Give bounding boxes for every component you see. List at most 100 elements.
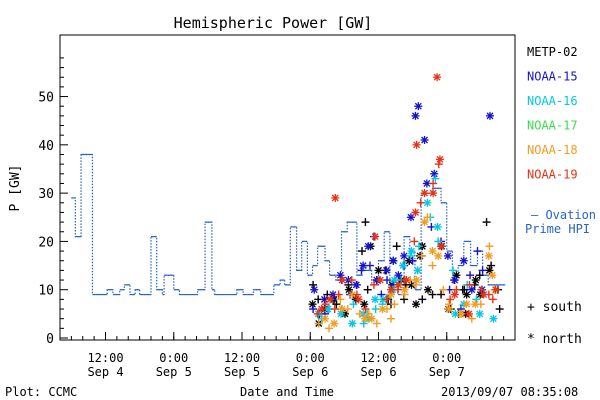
star-d2 bbox=[437, 242, 445, 250]
plot-frame bbox=[59, 34, 516, 341]
x-tick-date: Sep 5 bbox=[224, 365, 260, 379]
star-d2 bbox=[433, 73, 441, 81]
noaa-15-south-point bbox=[466, 271, 475, 280]
metp-02-north-point bbox=[423, 285, 432, 294]
noaa-19-south-point bbox=[369, 280, 378, 289]
metp-02-south-point bbox=[482, 218, 491, 227]
star-d2 bbox=[345, 286, 353, 294]
star-d2 bbox=[436, 155, 444, 163]
star-d2 bbox=[337, 310, 345, 318]
star-d2 bbox=[399, 262, 407, 270]
star-d2 bbox=[489, 315, 497, 323]
noaa-16-south-point bbox=[406, 251, 415, 260]
legend-entry: NOAA-17 bbox=[527, 119, 578, 133]
noaa-19-south-point bbox=[465, 280, 474, 289]
noaa-16-north-point bbox=[433, 222, 442, 231]
metp-02-north-point bbox=[462, 290, 471, 299]
star-d2 bbox=[329, 291, 337, 298]
star-d2 bbox=[429, 247, 436, 255]
legend-entry: NOAA-19 bbox=[527, 168, 578, 182]
noaa-19-north-point bbox=[437, 242, 446, 251]
ovation-label-line2: Prime HPI bbox=[525, 222, 590, 236]
star-d2 bbox=[389, 257, 397, 265]
noaa-18-north-point bbox=[484, 251, 493, 260]
noaa-19-south-point bbox=[330, 305, 339, 314]
metp-02-south-point bbox=[358, 247, 367, 256]
star-d2 bbox=[480, 291, 488, 298]
noaa-19-south-point bbox=[361, 305, 370, 314]
noaa-16-north-point bbox=[413, 266, 422, 275]
star-d2 bbox=[430, 170, 438, 178]
metp-02-south-point bbox=[437, 290, 446, 299]
star-d2 bbox=[318, 305, 326, 313]
star-d2 bbox=[348, 291, 356, 298]
star-d2 bbox=[326, 295, 334, 303]
noaa-15-north-point bbox=[420, 136, 429, 145]
star-d2 bbox=[368, 315, 376, 323]
star-d2 bbox=[429, 189, 437, 197]
star-d2 bbox=[457, 310, 465, 318]
noaa-15-north-point bbox=[359, 261, 368, 270]
footer-left: Plot: CCMC bbox=[5, 385, 77, 399]
noaa-15-north-point bbox=[389, 256, 398, 265]
y-tick-label: 20 bbox=[38, 235, 54, 250]
star-d2 bbox=[412, 300, 420, 308]
noaa-19-north-point bbox=[420, 189, 429, 198]
x-axis-label: Date and Time bbox=[240, 385, 334, 399]
noaa-15-south-point bbox=[408, 256, 417, 265]
star-d2 bbox=[434, 252, 442, 260]
noaa-18-south-point bbox=[336, 295, 345, 304]
noaa-15-north-point bbox=[485, 111, 494, 120]
star-d2 bbox=[309, 300, 316, 308]
noaa-18-north-point bbox=[471, 300, 480, 309]
noaa-15-north-point bbox=[459, 256, 468, 265]
star-d2 bbox=[408, 247, 415, 255]
star-d2 bbox=[486, 112, 494, 120]
star-d2 bbox=[468, 286, 476, 294]
star-d2 bbox=[451, 291, 459, 298]
metp-02-north-point bbox=[412, 300, 421, 309]
star-d2 bbox=[371, 233, 379, 241]
noaa-19-south-point bbox=[416, 198, 425, 207]
star-d2 bbox=[434, 223, 442, 231]
star-d2 bbox=[321, 315, 329, 323]
legend-entry: NOAA-15 bbox=[527, 70, 578, 84]
x-tick-time: 0:00 bbox=[296, 351, 325, 365]
noaa-19-south-point bbox=[429, 179, 438, 188]
plot-area bbox=[71, 73, 506, 333]
noaa-19-north-point bbox=[394, 280, 403, 289]
x-tick-time: 12:00 bbox=[224, 351, 260, 365]
star-d2 bbox=[451, 276, 459, 284]
noaa-19-north-point bbox=[338, 276, 347, 285]
noaa-15-south-point bbox=[383, 276, 392, 285]
star-d2 bbox=[364, 242, 372, 250]
x-tick-time: 12:00 bbox=[360, 351, 396, 365]
noaa-19-south-point bbox=[434, 160, 443, 169]
star-d2 bbox=[400, 252, 408, 260]
metp-02-south-point bbox=[361, 218, 370, 227]
noaa-19-south-point bbox=[347, 276, 356, 285]
noaa-18-north-point bbox=[330, 319, 339, 328]
star-d2 bbox=[321, 295, 328, 303]
star-d2 bbox=[330, 320, 338, 327]
metp-02-south-point bbox=[495, 305, 504, 314]
ovation-label-line1: – Ovation bbox=[531, 208, 596, 222]
metp-02-south-point bbox=[428, 290, 437, 299]
marker-legend-north: * north bbox=[527, 332, 582, 347]
noaa-19-north-point bbox=[317, 305, 326, 314]
star-d2 bbox=[412, 208, 419, 216]
noaa-19-north-point bbox=[411, 208, 420, 217]
star-d2 bbox=[376, 276, 384, 284]
noaa-19-north-point bbox=[429, 189, 438, 198]
legend-entry: METP-02 bbox=[527, 45, 578, 59]
noaa-15-south-point bbox=[365, 261, 374, 270]
noaa-18-south-point bbox=[372, 319, 381, 328]
noaa-15-north-point bbox=[414, 102, 423, 111]
star-d2 bbox=[371, 295, 379, 303]
x-tick-date: Sep 4 bbox=[87, 365, 123, 379]
noaa-16-north-point bbox=[348, 319, 357, 328]
noaa-18-north-point bbox=[456, 309, 465, 318]
star-d2 bbox=[413, 276, 421, 284]
